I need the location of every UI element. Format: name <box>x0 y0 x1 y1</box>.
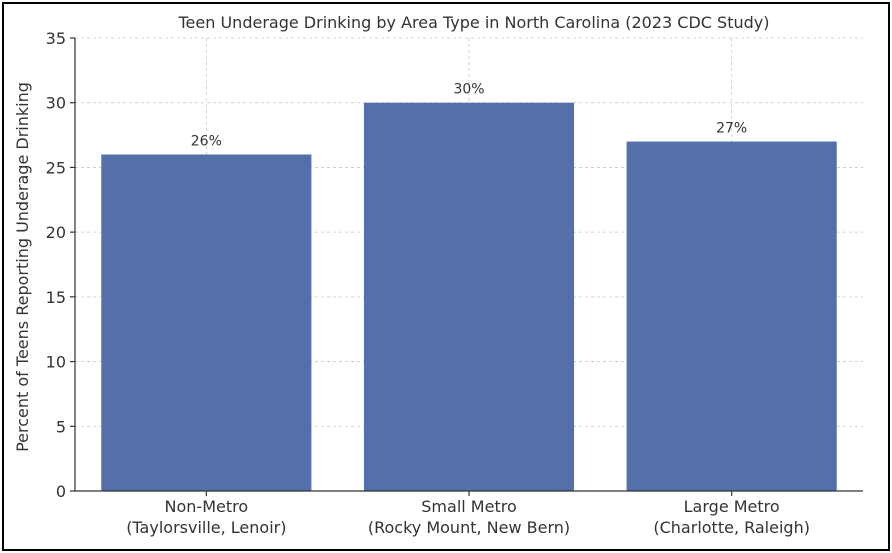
x-tick-label: Small Metro <box>421 497 516 516</box>
bar <box>363 102 575 491</box>
bar-chart: Teen Underage Drinking by Area Type in N… <box>13 13 863 537</box>
x-tick-label: (Charlotte, Raleigh) <box>653 518 810 537</box>
y-tick-label: 25 <box>46 158 66 177</box>
bar-value-label: 26% <box>191 133 222 149</box>
x-tick-label: (Taylorsville, Lenoir) <box>126 518 286 537</box>
y-tick-label: 30 <box>46 94 66 113</box>
bar <box>101 154 312 491</box>
y-tick-label: 5 <box>56 417 66 436</box>
y-tick-label: 0 <box>56 482 66 501</box>
labels: 0 5 10 15 20 25 30 35 26% Non-Metro (Taylorsville,… <box>46 29 810 537</box>
bar-value-label: 27% <box>716 121 747 137</box>
axes <box>70 37 863 496</box>
y-axis-label: Percent of Teens Reporting Underage Drin… <box>13 82 32 452</box>
x-tick-label: Non-Metro <box>165 497 249 516</box>
y-tick-label: 10 <box>46 353 66 372</box>
y-tick-label: 35 <box>46 29 66 48</box>
bar-value-label: 30% <box>453 82 484 98</box>
x-tick-label: Large Metro <box>684 497 780 516</box>
y-tick-label: 15 <box>46 288 66 307</box>
chart-title: Teen Underage Drinking by Area Type in N… <box>178 13 770 32</box>
bars <box>101 102 837 492</box>
x-tick-label: (Rocky Mount, New Bern) <box>368 518 570 537</box>
bar <box>626 141 837 492</box>
y-tick-label: 20 <box>46 223 66 242</box>
